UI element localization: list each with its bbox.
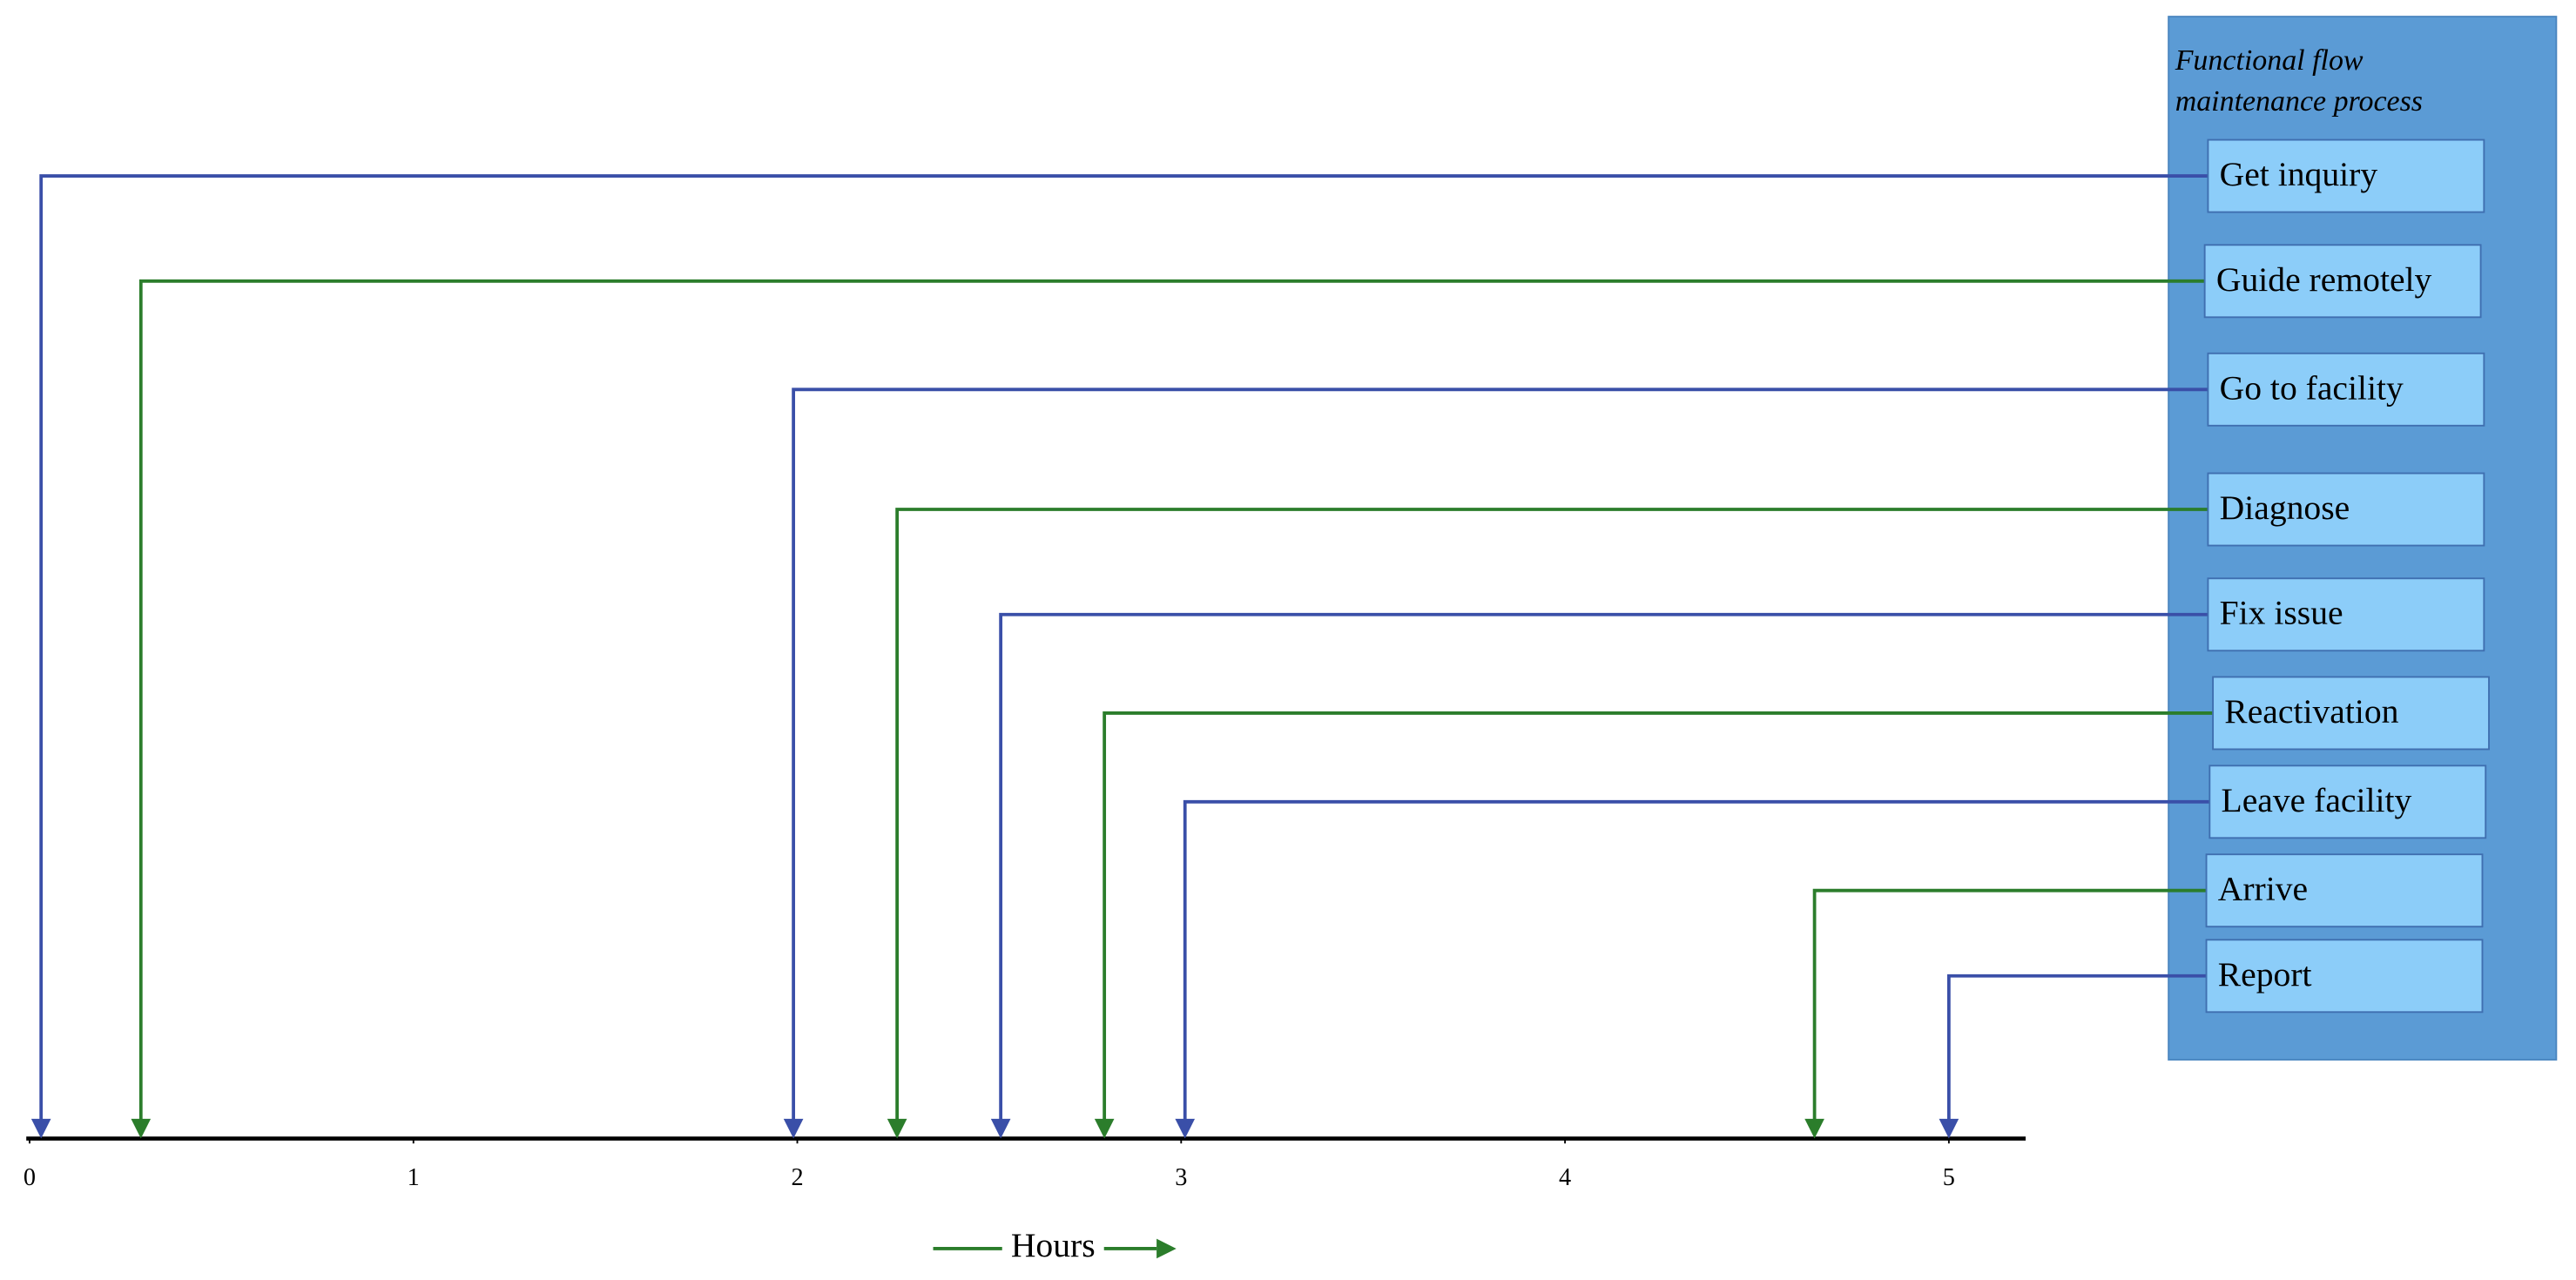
- event-connector: [138, 279, 2205, 1122]
- event-arrowhead: [131, 1118, 152, 1139]
- event-box: [2207, 352, 2485, 427]
- event-label: Arrive: [2218, 870, 2308, 908]
- event-connector: [1946, 973, 2207, 1122]
- event-box: [2208, 765, 2487, 839]
- event-box: [2205, 853, 2484, 928]
- event-connector: [39, 174, 2208, 1122]
- event-box: [2207, 472, 2485, 547]
- panel-title-line: maintenance process: [2175, 85, 2423, 118]
- event-connector: [1812, 888, 2207, 1122]
- event-arrowhead: [1175, 1118, 1196, 1139]
- event-connector: [895, 508, 2208, 1122]
- x-tick-label: 1: [408, 1164, 420, 1191]
- event-label: Go to facility: [2220, 368, 2404, 407]
- event-box: [2203, 244, 2482, 319]
- hours-arrowhead: [1157, 1238, 1177, 1259]
- event-arrowhead: [30, 1118, 51, 1139]
- event-arrowhead: [887, 1118, 907, 1139]
- event-label: Reactivation: [2224, 692, 2398, 731]
- event-label: Guide remotely: [2216, 260, 2432, 299]
- x-tick-label: 0: [24, 1164, 36, 1191]
- x-tick-label: 3: [1175, 1164, 1187, 1191]
- event-label: Fix issue: [2220, 594, 2343, 632]
- event-box: [2212, 676, 2490, 751]
- panel-title-line: Functional flow: [2175, 44, 2364, 77]
- event-connector: [792, 387, 2208, 1122]
- event-arrowhead: [1804, 1118, 1824, 1139]
- x-tick-label: 2: [791, 1164, 803, 1191]
- event-box: [2207, 577, 2485, 652]
- event-connector: [999, 612, 2208, 1122]
- event-box: [2207, 138, 2485, 213]
- event-arrowhead: [990, 1118, 1011, 1139]
- event-label: Get inquiry: [2220, 155, 2378, 193]
- x-tick-label: 5: [1943, 1164, 1955, 1191]
- event-box: [2205, 939, 2484, 1014]
- event-arrowhead: [1094, 1118, 1115, 1139]
- event-connector: [1103, 711, 2214, 1122]
- event-label: Report: [2218, 955, 2312, 994]
- x-tick-label: 4: [1559, 1164, 1571, 1191]
- event-connector: [1183, 799, 2210, 1122]
- panel-title: Functional flow maintenance process: [2175, 44, 2423, 118]
- x-axis-label: Hours: [1011, 1226, 1096, 1264]
- event-label: Leave facility: [2222, 781, 2412, 819]
- event-arrowhead: [783, 1118, 804, 1139]
- event-label: Diagnose: [2220, 488, 2350, 527]
- event-arrowhead: [1939, 1118, 1959, 1139]
